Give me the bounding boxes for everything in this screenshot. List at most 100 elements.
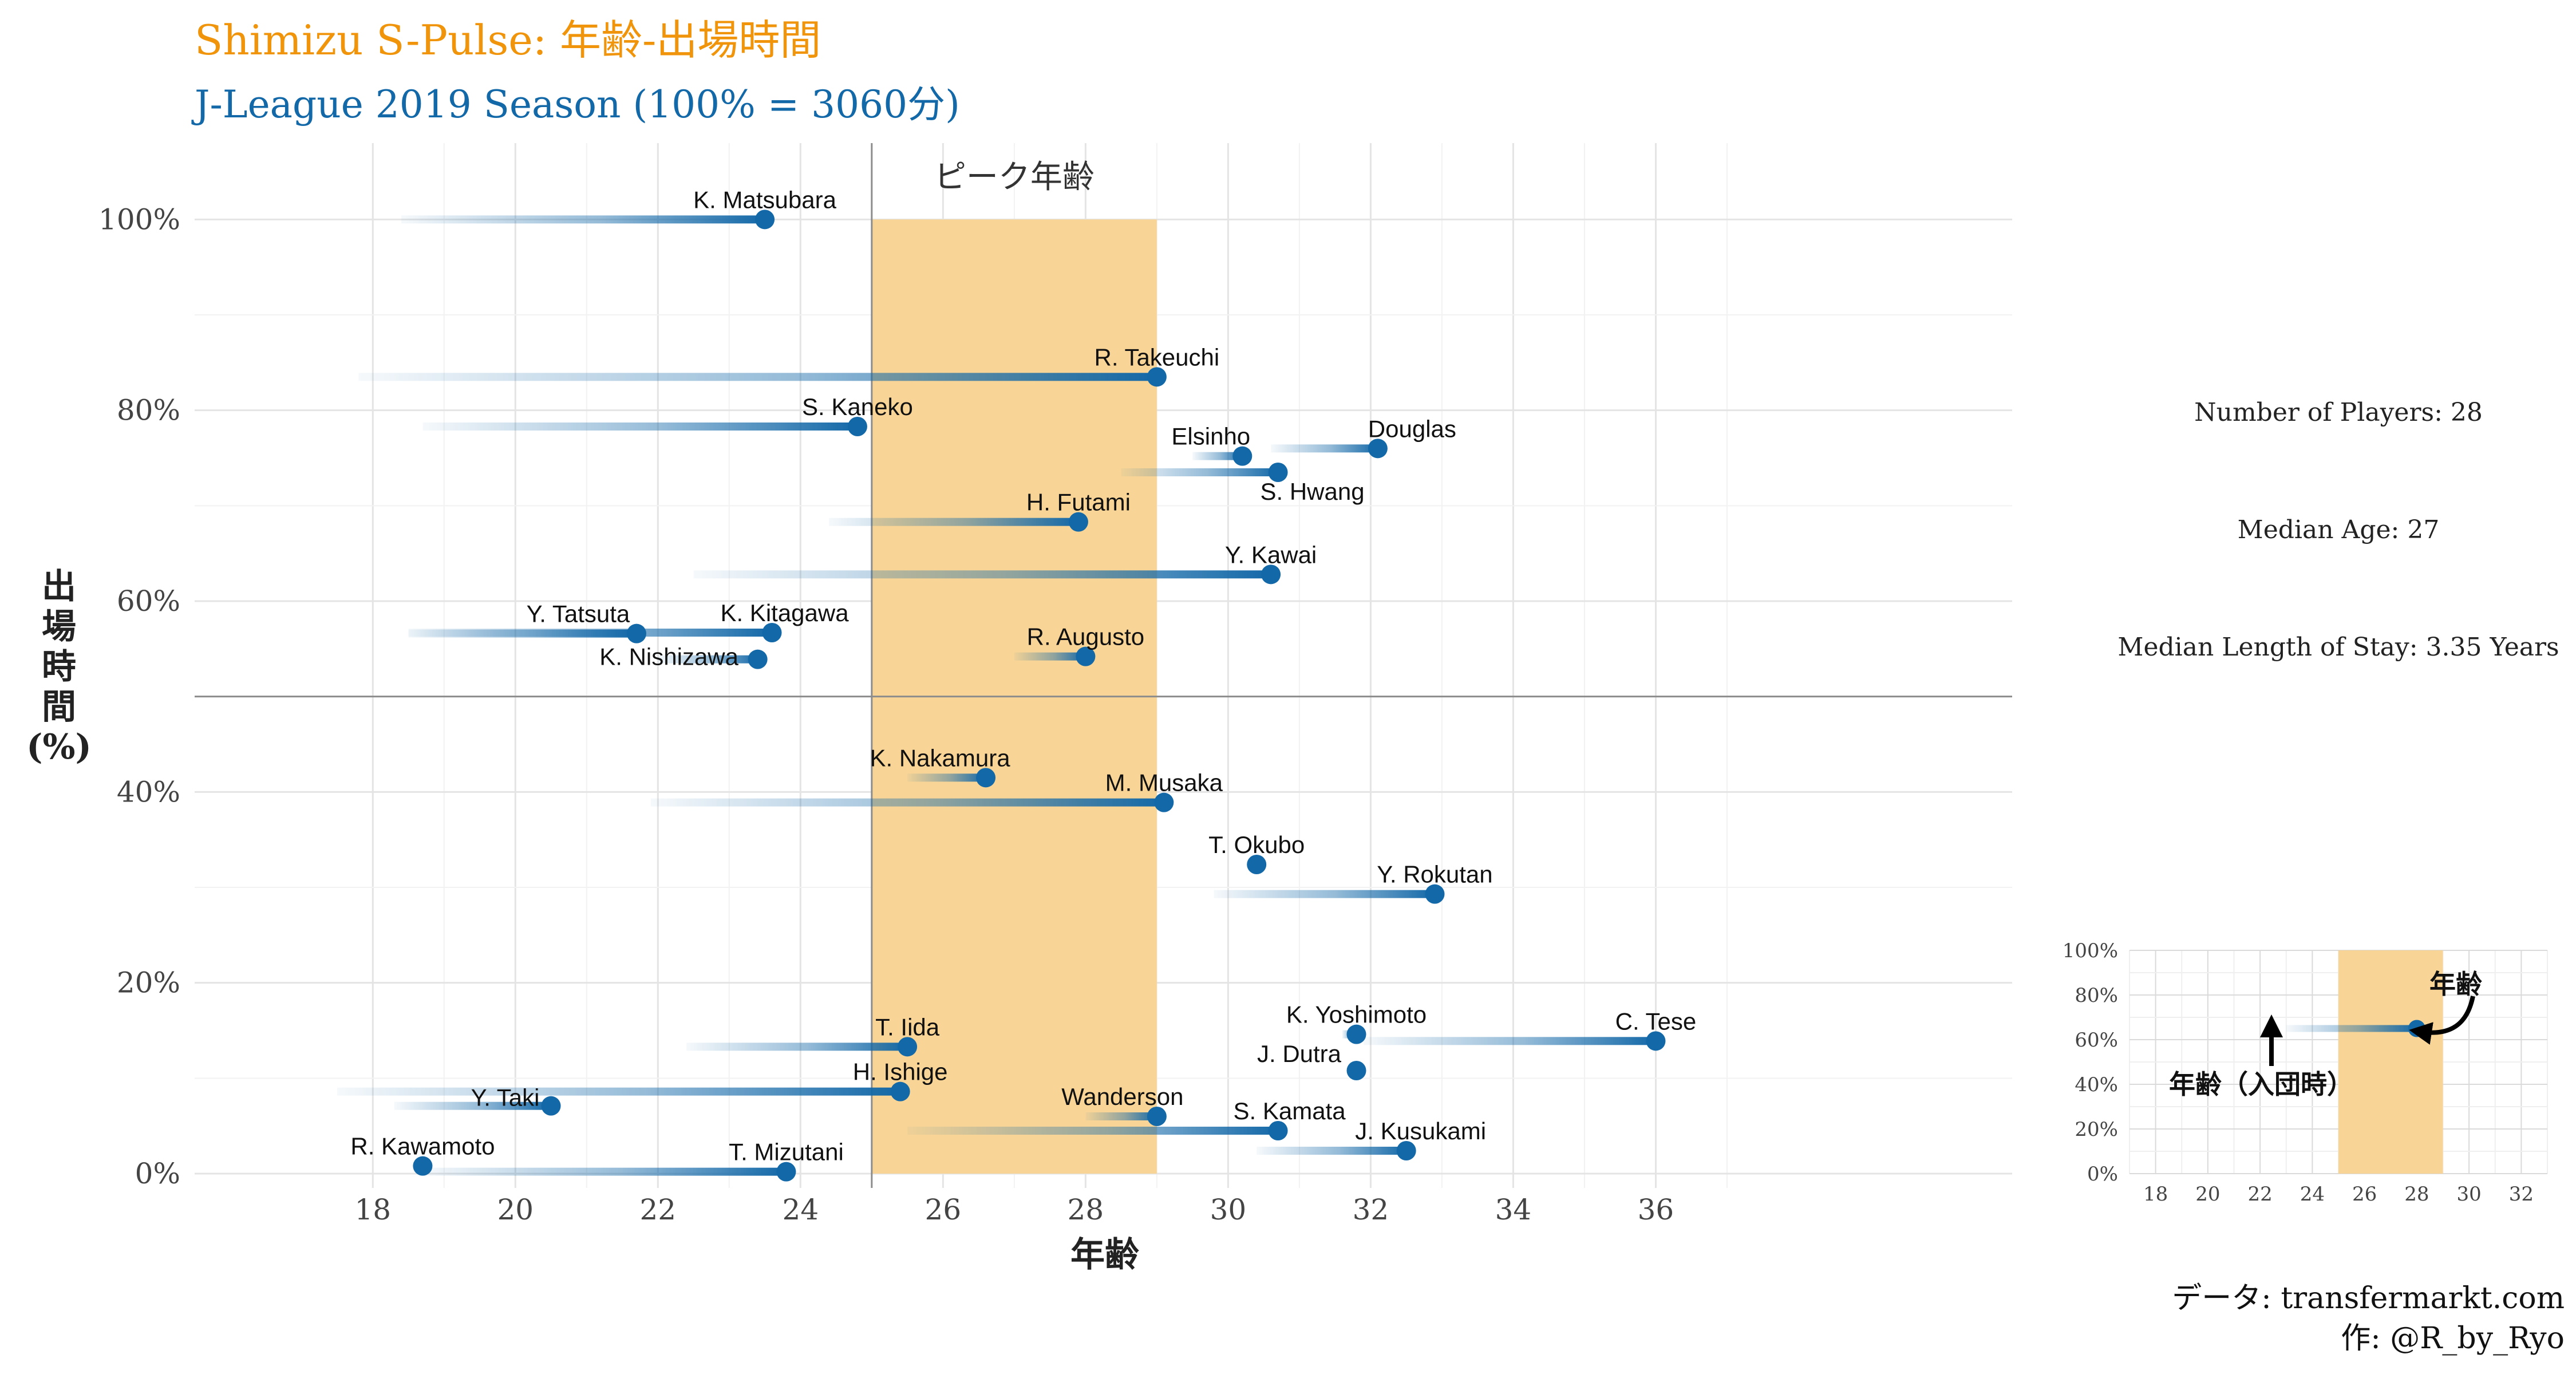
- player-label: K. Nakamura: [870, 744, 1011, 771]
- chart-subtitle: J-League 2019 Season (100% = 3060分): [191, 82, 960, 127]
- tenure-segment: [1192, 452, 1243, 460]
- player-point: [1346, 1061, 1366, 1080]
- player-point: [1154, 792, 1174, 812]
- legend-y-ticks: 0% 20% 40% 60% 80% 100%: [2063, 939, 2118, 1186]
- y-tick-label: 100%: [98, 203, 180, 236]
- chart-title: Shimizu S-Pulse: 年齢-出場時間: [195, 16, 821, 64]
- player-label: Elsinho: [1171, 423, 1250, 450]
- stat-median-age: Median Age: 27: [2238, 515, 2440, 544]
- legend-x-tick: 22: [2247, 1183, 2272, 1206]
- player-point: [762, 623, 782, 642]
- player-point: [898, 1037, 918, 1057]
- player-label: K. Nishizawa: [599, 643, 738, 670]
- player-label: K. Kitagawa: [720, 599, 849, 626]
- y-tick-label: 40%: [117, 775, 180, 808]
- legend-y-tick: 0%: [2087, 1163, 2118, 1186]
- player-point: [1261, 564, 1281, 585]
- legend-y-tick: 60%: [2075, 1029, 2118, 1052]
- player-point: [413, 1156, 433, 1176]
- tenure-segment: [394, 1101, 551, 1110]
- player-point: [1068, 512, 1088, 532]
- x-tick-label: 24: [783, 1193, 819, 1226]
- player-point: [1646, 1031, 1666, 1051]
- x-tick-label: 30: [1210, 1193, 1247, 1226]
- x-tick-label: 22: [640, 1193, 677, 1226]
- y-axis-title: 出 場 時 間 (%): [26, 567, 92, 767]
- y-axis-title-char-5: (%): [26, 727, 92, 767]
- player-label: J. Kusukami: [1355, 1118, 1486, 1144]
- player-point: [976, 768, 996, 788]
- player-point: [1268, 1121, 1288, 1140]
- player-point: [1425, 884, 1445, 904]
- tenure-segment: [1014, 652, 1086, 661]
- player-point: [1368, 439, 1388, 459]
- legend-example-segment: [2286, 1025, 2417, 1032]
- tenure-segment: [1271, 444, 1378, 453]
- stat-players: Number of Players: 28: [2194, 398, 2483, 427]
- player-point: [1232, 446, 1253, 466]
- legend-x-tick: 26: [2352, 1183, 2377, 1206]
- player-label: K. Yoshimoto: [1286, 1001, 1427, 1028]
- player-label: Wanderson: [1061, 1083, 1183, 1110]
- tenure-segment: [907, 773, 986, 782]
- legend-peak-band: [2338, 950, 2443, 1174]
- player-label: Y. Rokutan: [1377, 861, 1492, 888]
- tenure-segment: [422, 423, 858, 431]
- player-point: [1396, 1141, 1416, 1160]
- player-label: K. Matsubara: [693, 186, 836, 213]
- y-axis-title-char-2: 場: [42, 607, 76, 647]
- legend-x-ticks: 18 20 22 24 26 28 30 32: [2143, 1183, 2534, 1206]
- x-axis-title: 年齢: [1070, 1235, 1139, 1275]
- player-label: J. Dutra: [1257, 1040, 1342, 1067]
- player-label: T. Iida: [875, 1013, 940, 1040]
- legend-y-tick: 20%: [2075, 1118, 2118, 1141]
- legend-y-tick: 40%: [2075, 1073, 2118, 1096]
- peak-age-label: ピーク年齢: [934, 159, 1095, 196]
- tenure-segment: [422, 1167, 787, 1176]
- y-tick-label: 0%: [135, 1157, 180, 1190]
- legend-example-point: [2408, 1020, 2425, 1037]
- player-point: [541, 1096, 561, 1116]
- player-label: S. Hwang: [1261, 478, 1365, 505]
- legend-joined-label: 年齢（入団時）: [2169, 1069, 2353, 1100]
- player-label: Y. Taki: [471, 1084, 540, 1111]
- legend-x-tick: 30: [2456, 1183, 2481, 1206]
- player-label: C. Tese: [1615, 1008, 1697, 1035]
- tenure-segment: [401, 215, 765, 224]
- x-tick-label: 28: [1068, 1193, 1104, 1226]
- player-label: T. Mizutani: [729, 1139, 844, 1166]
- y-axis-title-char-1: 出: [42, 567, 76, 607]
- y-tick-label: 80%: [117, 394, 180, 427]
- player-point: [1346, 1024, 1366, 1044]
- player-label: Y. Tatsuta: [527, 601, 630, 627]
- player-point: [1147, 367, 1167, 387]
- tenure-segment: [337, 1087, 900, 1096]
- legend-y-tick: 80%: [2075, 984, 2118, 1007]
- x-tick-label: 20: [497, 1193, 534, 1226]
- author-credit: 作: @R_by_Ryo: [2341, 1321, 2565, 1356]
- tenure-segment: [1363, 1037, 1656, 1045]
- player-label: H. Ishige: [853, 1059, 948, 1085]
- y-axis-title-char-4: 間: [42, 687, 76, 727]
- y-axis-title-char-3: 時: [42, 647, 76, 687]
- source-credit: データ: transfermarkt.com: [2172, 1281, 2565, 1316]
- x-axis-ticks: 18 20 22 24 26 28 30 32 34 36: [354, 1193, 1674, 1226]
- legend-age-arrow: [2409, 996, 2475, 1045]
- tenure-segment: [1257, 1147, 1406, 1155]
- player-labels: K. Matsubara R. Takeuchi S. Kaneko Douglas E…: [350, 186, 1696, 1165]
- player-point: [626, 623, 646, 643]
- tenure-segment: [658, 655, 758, 664]
- legend-x-tick: 20: [2195, 1183, 2220, 1206]
- player-point: [1076, 646, 1096, 666]
- player-point: [748, 649, 768, 669]
- player-label: S. Kamata: [1233, 1097, 1346, 1124]
- player-point: [890, 1081, 910, 1101]
- tenure-segment: [650, 798, 1164, 807]
- player-label: H. Futami: [1026, 489, 1131, 516]
- tenure-segments: [337, 215, 1656, 1176]
- x-tick-label: 36: [1638, 1193, 1674, 1226]
- tenure-segment: [693, 570, 1271, 579]
- tenure-segment: [1085, 1112, 1157, 1120]
- legend-mini-chart: 18 20 22 24 26 28 30 32 0% 20% 40% 60% 80% 100% 年齢 年…: [2063, 939, 2548, 1206]
